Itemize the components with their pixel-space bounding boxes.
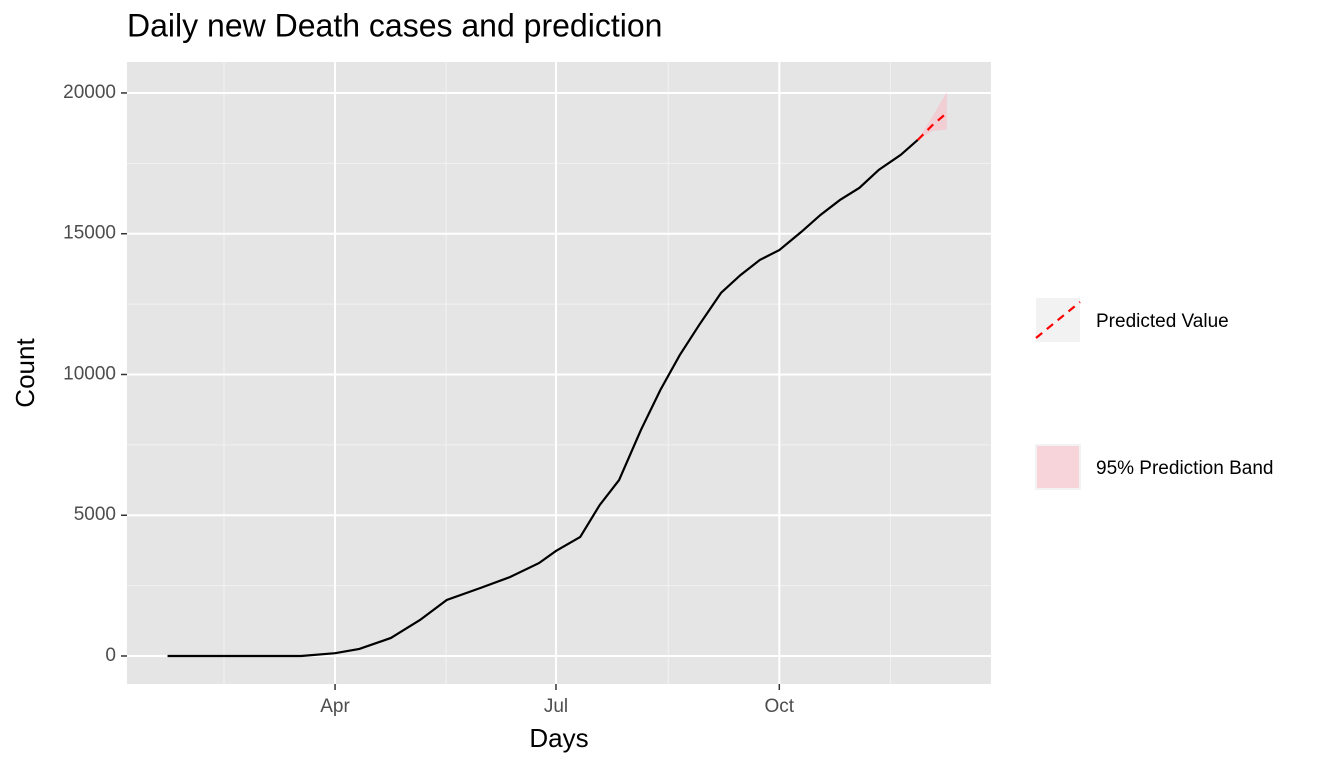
plot-panel	[127, 62, 991, 684]
x-tick-label: Apr	[320, 696, 350, 717]
x-tick-label: Oct	[765, 696, 795, 717]
legend-label: 95% Prediction Band	[1096, 458, 1273, 479]
x-axis-title: Days	[529, 723, 588, 753]
legend-key	[1035, 444, 1081, 490]
y-tick-label: 5000	[74, 504, 116, 525]
prediction-band	[917, 92, 947, 140]
y-axis-title: Count	[10, 338, 40, 408]
legend: Predicted Value 95% Prediction Band	[1035, 298, 1273, 490]
prediction-line	[916, 112, 948, 141]
y-tick-label: 0	[105, 645, 116, 666]
y-tick-label: 10000	[63, 363, 116, 384]
x-tick-label: Jul	[544, 696, 568, 717]
chart-title: Daily new Death cases and prediction	[127, 7, 662, 43]
legend-line	[1035, 301, 1081, 339]
marks	[167, 92, 948, 658]
data-line	[167, 139, 919, 658]
legend-label: Predicted Value	[1096, 311, 1229, 332]
y-tick-label: 15000	[63, 223, 116, 244]
grid: 0 5000 10000 15000 20000 Apr Jul Oct	[63, 62, 991, 717]
y-tick-label: 20000	[63, 82, 116, 103]
